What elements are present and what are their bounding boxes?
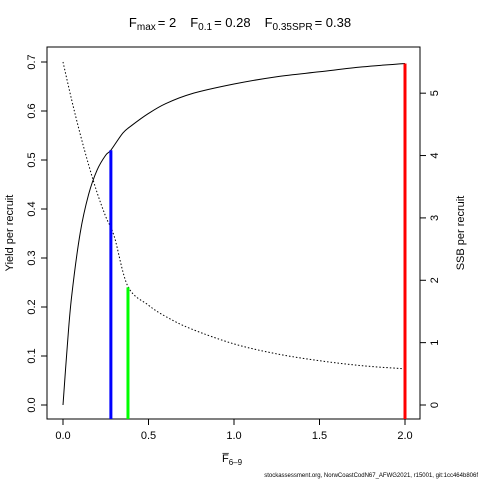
x-tick-label: 2.0: [397, 430, 412, 442]
title-fmax-value: = 2: [158, 15, 176, 30]
y-right-tick-label: 3: [429, 215, 441, 221]
chart-title: Fmax = 2 F0.1 = 0.28 F0.35SPR = 0.38: [129, 15, 351, 33]
y-right-tick-label: 1: [429, 340, 441, 346]
x-axis: 0.0 0.5 1.0 1.5 2.0: [55, 419, 413, 442]
title-fmax-f: F: [129, 15, 137, 30]
title-fspr-sub: 0.35SPR: [273, 22, 313, 33]
footer-note: stockassessment.org, NorwCoastCodN67_AFW…: [264, 473, 478, 479]
x-axis-title-main: F̅: [222, 453, 230, 465]
title-fspr-f: F: [265, 15, 273, 30]
y-axis-left-title: Yield per recruit: [4, 195, 16, 272]
y-left-tick-label: 0.3: [26, 250, 38, 265]
y-left-tick-label: 0.4: [26, 201, 38, 216]
y-left-tick-label: 0.2: [26, 299, 38, 314]
series-layer: [62, 61, 406, 406]
y-right-tick-label: 4: [429, 152, 441, 158]
y-left-tick-label: 0.1: [26, 348, 38, 363]
x-tick-label: 0.0: [55, 430, 70, 442]
y-right-tick-label: 0: [429, 402, 441, 408]
x-tick-label: 1.0: [226, 430, 241, 442]
title-fspr-value: = 0.38: [315, 15, 352, 30]
title-f01-value: = 0.28: [214, 15, 251, 30]
y-right-tick-label: 2: [429, 277, 441, 283]
title-f01-sub: 0.1: [198, 22, 212, 33]
x-axis-title: F̅6–9: [222, 453, 243, 467]
x-tick-label: 1.5: [312, 430, 327, 442]
y-axis-left: 0.0 0.1 0.2 0.3 0.4 0.5 0.6 0.7: [26, 54, 47, 413]
y-axis-right-title: SSB per recruit: [455, 196, 467, 271]
title-fmax-sub: max: [137, 22, 156, 33]
yield-per-recruit-line: [62, 62, 406, 406]
y-left-tick-label: 0.7: [26, 54, 38, 69]
title-f01-f: F: [190, 15, 198, 30]
y-left-tick-label: 0.0: [26, 397, 38, 412]
y-left-tick-label: 0.5: [26, 152, 38, 167]
y-axis-right: 0 1 2 3 4 5: [420, 90, 441, 408]
plot-frame: [46, 46, 421, 420]
ssb-per-recruit-line: [62, 61, 406, 370]
reference-lines: [109, 63, 407, 419]
y-right-tick-label: 5: [429, 90, 441, 96]
x-tick-label: 0.5: [141, 430, 156, 442]
x-axis-title-sub: 6–9: [229, 458, 243, 467]
y-left-tick-label: 0.6: [26, 103, 38, 118]
